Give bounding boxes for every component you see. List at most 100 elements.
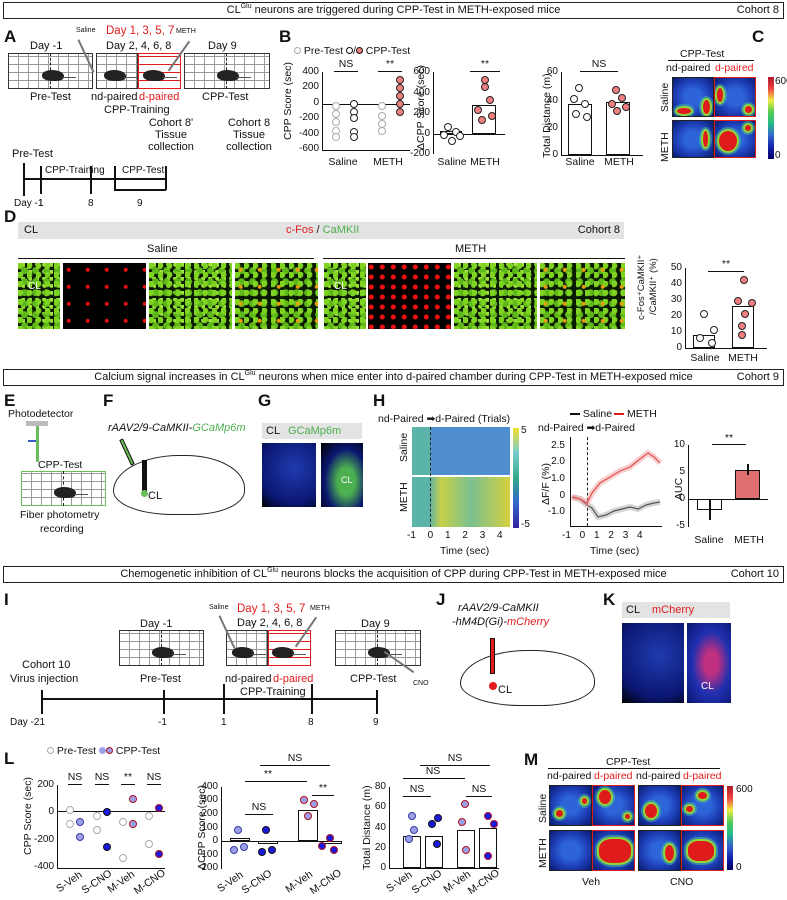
l2-y-axis <box>221 787 222 869</box>
xtick: S-CNO <box>239 867 275 897</box>
banner-sup: Glu <box>267 567 278 574</box>
ytick: -1.0 <box>547 506 565 517</box>
d-paired-label: d-paired <box>139 91 180 103</box>
data-point <box>456 132 464 140</box>
xtick: Saline <box>694 534 724 546</box>
data-point <box>581 100 589 108</box>
data-point <box>490 820 498 828</box>
cfos-label: c-Fos <box>286 224 314 236</box>
led-icon <box>28 440 36 442</box>
region-label: CL <box>626 604 641 616</box>
xtick: M-CNO <box>131 866 168 898</box>
gcamp-label: GCaMp6m <box>288 425 342 437</box>
data-point <box>484 852 492 860</box>
xtick: S-CNO <box>409 867 445 897</box>
data-point <box>738 331 746 339</box>
recording-label: recording <box>40 523 84 535</box>
sig-line <box>245 781 307 782</box>
ytick: 600 <box>413 66 430 77</box>
xtick: Saline <box>328 156 358 168</box>
hot-spot <box>599 790 611 804</box>
title-part: nd-Paired <box>378 413 424 425</box>
micrograph-meth-cfos <box>368 263 451 329</box>
meth-label: METH <box>310 605 330 612</box>
timeline-pretest: Pre-Test <box>12 148 53 160</box>
data-point <box>310 800 318 808</box>
d-paired-label: d-paired <box>683 770 722 782</box>
data-point <box>396 84 404 92</box>
hot-spot <box>556 810 563 817</box>
timeline-arrow <box>163 690 165 714</box>
trace-title: nd-Paired ➡d-Paired <box>538 422 635 434</box>
sig-line <box>470 71 500 72</box>
arrow-right-icon: ➡ <box>426 413 436 425</box>
mouse-icon <box>54 487 88 498</box>
panel-k-header: CL mCherry <box>622 602 730 618</box>
col-label-cno: CNO <box>670 876 694 888</box>
banner-sup: Glu <box>240 3 252 10</box>
heatmap-meth-nd <box>672 120 714 158</box>
hot-spot <box>677 108 691 114</box>
ytick: 30 <box>670 294 682 305</box>
banner-text: Calcium signal increases in CL <box>94 371 245 383</box>
hot-spot <box>703 131 708 147</box>
hot-spot <box>645 804 657 818</box>
collection-label: collection <box>148 141 194 153</box>
meth-label: METH <box>176 28 196 35</box>
timeline-tick <box>223 684 225 714</box>
timeline-tick <box>311 684 313 714</box>
ytick: 60 <box>546 66 558 77</box>
row-label-saline: Saline <box>398 432 410 462</box>
timeline-tick-label: 1 <box>38 198 44 209</box>
panel-label-e: E <box>4 391 16 410</box>
data-point <box>258 848 266 856</box>
data-point <box>332 102 340 110</box>
title-part: d-Paired (Trials) <box>435 413 511 425</box>
l2-sig-s: NS <box>251 801 267 813</box>
ytick: 0 <box>212 835 218 846</box>
ytick: -200 <box>298 112 319 123</box>
data-point <box>240 843 248 851</box>
sig-line <box>708 271 744 272</box>
ytick: 10 <box>673 439 685 450</box>
ytick: -200 <box>197 862 218 873</box>
group-underline <box>323 258 625 259</box>
data-point <box>332 118 340 126</box>
b2-y-axis <box>433 72 434 154</box>
colorbar-max: 600 <box>775 76 787 87</box>
cl-label: CL <box>498 684 513 696</box>
data-point <box>458 818 466 826</box>
pretest-marker-icon <box>294 47 301 54</box>
auc-sig: ** <box>724 432 734 444</box>
data-point <box>741 310 749 318</box>
trace-plot <box>571 449 663 521</box>
banner-cohort: Cohort 9 <box>736 371 779 383</box>
data-point <box>622 103 630 111</box>
panel-label-l: L <box>4 749 15 768</box>
colorbar-min: -5 <box>521 519 530 530</box>
hot-spot <box>719 131 737 151</box>
marker-lavender-red-icon <box>105 747 113 754</box>
heatmap-saline-veh-nd <box>549 785 592 826</box>
sig-line <box>420 765 490 766</box>
fiber-implant-icon <box>142 460 147 492</box>
colorbar-min: 0 <box>775 150 781 161</box>
ytick: 0 <box>676 342 682 353</box>
hot-spot <box>745 125 751 131</box>
photodetector-icon <box>26 421 48 426</box>
b3-x-axis <box>561 155 643 156</box>
ytick: -5 <box>676 520 685 531</box>
section-banner-cohort9: Calcium signal increases in CLGlu neuron… <box>3 369 784 386</box>
panel-label-m: M <box>524 750 539 769</box>
data-point <box>570 95 578 103</box>
micrograph-saline-merge <box>235 263 318 329</box>
timeline-tick <box>114 166 116 180</box>
panel-label-f: F <box>103 391 114 410</box>
ytick: -400 <box>298 128 319 139</box>
ytick: 400 <box>302 66 319 77</box>
auc-zero-line <box>688 499 768 500</box>
heatmap-saline <box>412 427 510 475</box>
time-zero-line <box>430 427 431 527</box>
panel-m-title: CPP-Test <box>606 756 651 768</box>
data-point <box>433 840 441 848</box>
